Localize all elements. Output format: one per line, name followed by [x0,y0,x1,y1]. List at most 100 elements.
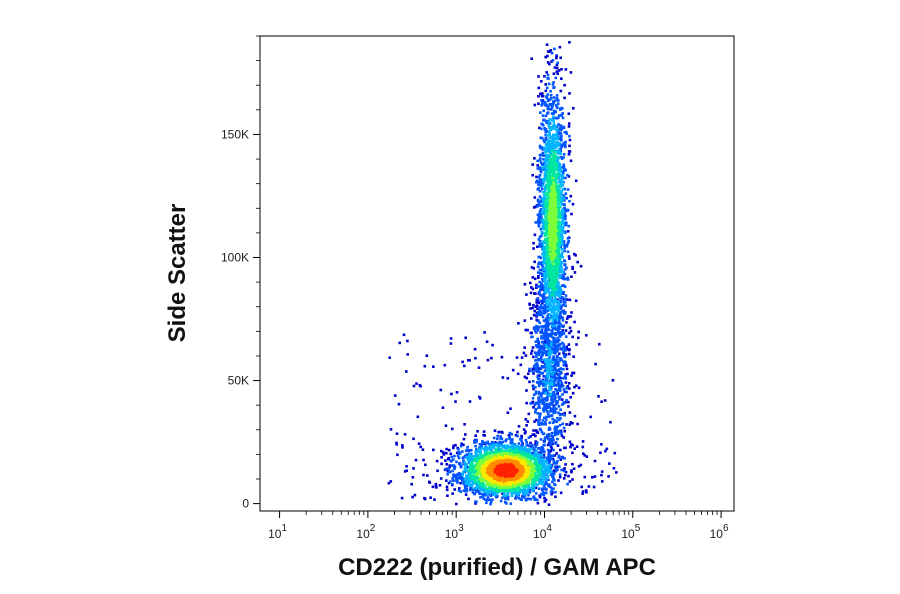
scatter-point [459,490,463,493]
scatter-point [548,426,551,430]
scatter-point [538,153,542,157]
scatter-point [557,368,561,371]
scatter-point [552,277,556,281]
scatter-point [481,495,485,498]
scatter-point [558,475,562,479]
scatter-point [551,59,555,62]
scatter-point [530,486,533,490]
scatter-point [553,363,557,367]
scatter-point [535,175,538,179]
scatter-point [553,280,557,284]
scatter-point [558,327,561,331]
scatter-point [568,199,571,203]
scatter-point [575,445,579,448]
scatter-point [557,329,560,333]
scatter-point [526,449,529,452]
scatter-point [527,485,531,489]
scatter-point [541,163,545,166]
scatter-point [531,455,534,459]
scatter-point [501,454,504,458]
scatter-point [492,480,496,484]
scatter-point [556,444,560,447]
scatter-point [558,245,562,248]
scatter-point [555,54,558,57]
scatter-point [537,403,541,407]
scatter-point [551,243,555,246]
scatter-point [559,170,563,173]
scatter-point [567,382,571,385]
scatter-point [440,456,443,459]
scatter-point [558,270,561,274]
scatter-point [560,333,563,337]
scatter-point [478,395,481,399]
scatter-point [567,400,570,404]
scatter-point [545,286,548,290]
scatter-point [432,365,435,368]
scatter-point [537,301,541,304]
scatter-point [547,462,551,465]
scatter-point [549,388,552,392]
scatter-point [515,356,519,359]
scatter-point [531,335,534,339]
scatter-point [510,440,514,443]
scatter-point [557,388,561,392]
scatter-point [553,222,556,226]
scatter-point [541,459,544,463]
scatter-point [524,474,528,478]
scatter-point [535,369,539,372]
scatter-point [481,442,484,446]
scatter-point [562,426,566,430]
scatter-point [462,489,466,492]
scatter-point [537,222,540,225]
scatter-point [551,199,554,203]
scatter-point [543,284,547,287]
scatter-point [555,137,558,140]
scatter-point [567,255,571,258]
scatter-point [504,485,507,489]
scatter-point [473,441,476,444]
scatter-point [548,98,552,101]
scatter-point [483,492,486,495]
scatter-point [543,266,546,270]
scatter-point [499,482,503,486]
scatter-point [539,367,543,370]
scatter-point [511,368,515,372]
scatter-point [550,290,554,294]
scatter-point [601,480,604,483]
scatter-point [403,470,407,473]
scatter-point [527,459,530,463]
scatter-point [571,267,574,271]
scatter-point [543,278,547,282]
scatter-point [535,355,538,359]
scatter-point [536,329,540,332]
scatter-point [559,370,563,374]
scatter-point [555,63,559,67]
scatter-point [543,450,546,454]
scatter-point [559,56,562,60]
scatter-point [553,230,556,234]
scatter-point [600,443,603,446]
scatter-point [558,286,562,290]
scatter-point [547,503,551,506]
scatter-point [482,463,485,466]
scatter-point [561,188,565,191]
scatter-point [567,348,571,352]
scatter-point [543,487,547,490]
scatter-point [561,251,564,254]
scatter-point [490,356,493,360]
scatter-point [550,311,554,314]
scatter-point [571,443,574,447]
scatter-point [516,458,520,461]
scatter-point [534,443,537,446]
scatter-point [557,262,560,265]
scatter-point [520,488,524,492]
scatter-point [547,157,550,161]
scatter-point [543,234,547,238]
scatter-point [553,154,557,158]
scatter-point [516,489,519,493]
scatter-point [467,459,471,462]
scatter-point [557,221,560,225]
scatter-point [554,301,558,304]
scatter-point [600,473,603,477]
